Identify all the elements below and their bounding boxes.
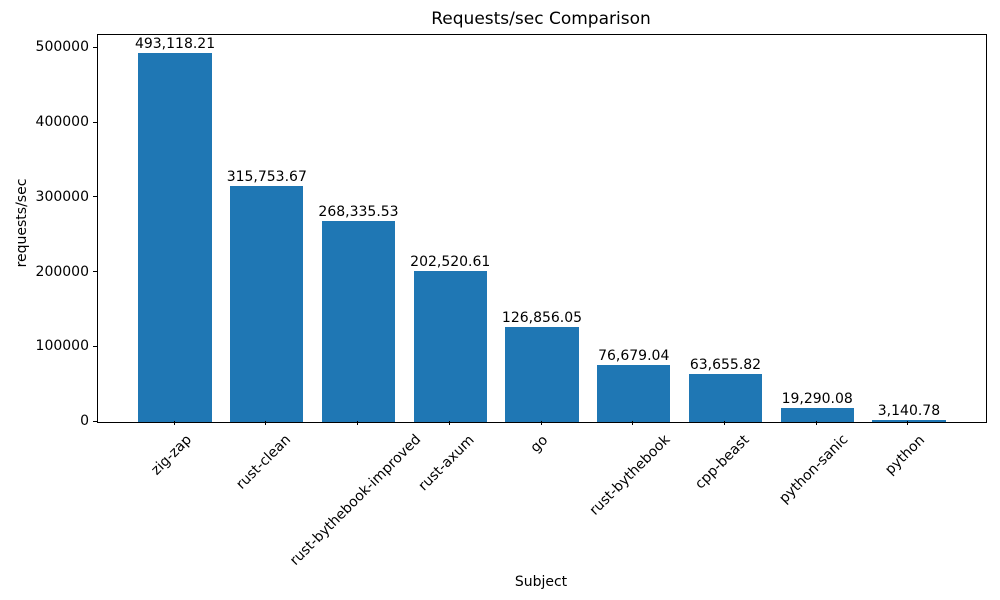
bar-value-label: 76,679.04 bbox=[598, 347, 670, 364]
x-tick-label: zig-zap bbox=[148, 431, 196, 479]
y-tick bbox=[93, 121, 97, 123]
bar-value-label: 19,290.08 bbox=[781, 390, 853, 407]
x-tick-label: cpp-beast bbox=[692, 431, 753, 493]
x-tick bbox=[907, 421, 909, 425]
y-tick bbox=[93, 420, 97, 422]
y-tick-label: 200000 bbox=[35, 263, 89, 280]
bar-value-label: 268,335.53 bbox=[318, 204, 399, 221]
x-axis-label: Subject bbox=[514, 574, 568, 590]
x-tick bbox=[173, 421, 175, 425]
bar-value-label: 63,655.82 bbox=[689, 357, 762, 374]
x-tick-label: rust-bythebook-improved bbox=[286, 431, 424, 570]
bar-value-label: 3,140.78 bbox=[877, 402, 941, 419]
x-tick bbox=[357, 421, 359, 425]
y-tick bbox=[93, 345, 97, 347]
bar-value-label: 315,753.67 bbox=[226, 169, 307, 185]
y-axis-label: requests/sec bbox=[14, 178, 30, 268]
y-tick-label: 500000 bbox=[35, 39, 89, 56]
x-tick-label: rust-clean bbox=[233, 431, 294, 493]
bar-value-label: 126,856.05 bbox=[501, 310, 583, 327]
bar bbox=[321, 221, 396, 422]
bar-value-label: 493,118.21 bbox=[134, 36, 216, 53]
bar bbox=[597, 364, 671, 422]
bar bbox=[688, 374, 763, 422]
bar bbox=[505, 327, 579, 422]
chart-title: Requests/sec Comparison bbox=[431, 9, 651, 29]
y-tick-label: 400000 bbox=[35, 114, 89, 131]
x-tick-label: python-sanic bbox=[776, 431, 852, 508]
y-tick-label: 100000 bbox=[35, 338, 89, 355]
x-tick-label: rust-axum bbox=[415, 432, 478, 495]
bar bbox=[138, 53, 212, 422]
y-tick bbox=[93, 271, 97, 272]
y-tick-label: 0 bbox=[80, 413, 89, 429]
x-tick-label: python bbox=[882, 431, 929, 478]
x-tick bbox=[815, 421, 817, 425]
x-tick-label: go bbox=[527, 431, 551, 456]
bar bbox=[780, 407, 854, 422]
bar bbox=[872, 419, 946, 422]
x-tick bbox=[723, 421, 725, 425]
y-tick bbox=[93, 46, 97, 48]
bar-value-label: 202,520.61 bbox=[410, 253, 491, 270]
x-tick bbox=[265, 421, 267, 425]
x-tick bbox=[632, 421, 634, 425]
bar bbox=[413, 270, 487, 422]
y-tick-label: 300000 bbox=[35, 188, 89, 205]
y-tick bbox=[93, 196, 97, 198]
x-tick-label: rust-bythebook bbox=[586, 432, 674, 519]
bar bbox=[230, 186, 304, 422]
plot-area: 493,118.21 315,753.67 268,335.53 202,520.61… bbox=[97, 34, 987, 423]
x-tick bbox=[448, 421, 450, 425]
x-tick bbox=[540, 421, 542, 425]
